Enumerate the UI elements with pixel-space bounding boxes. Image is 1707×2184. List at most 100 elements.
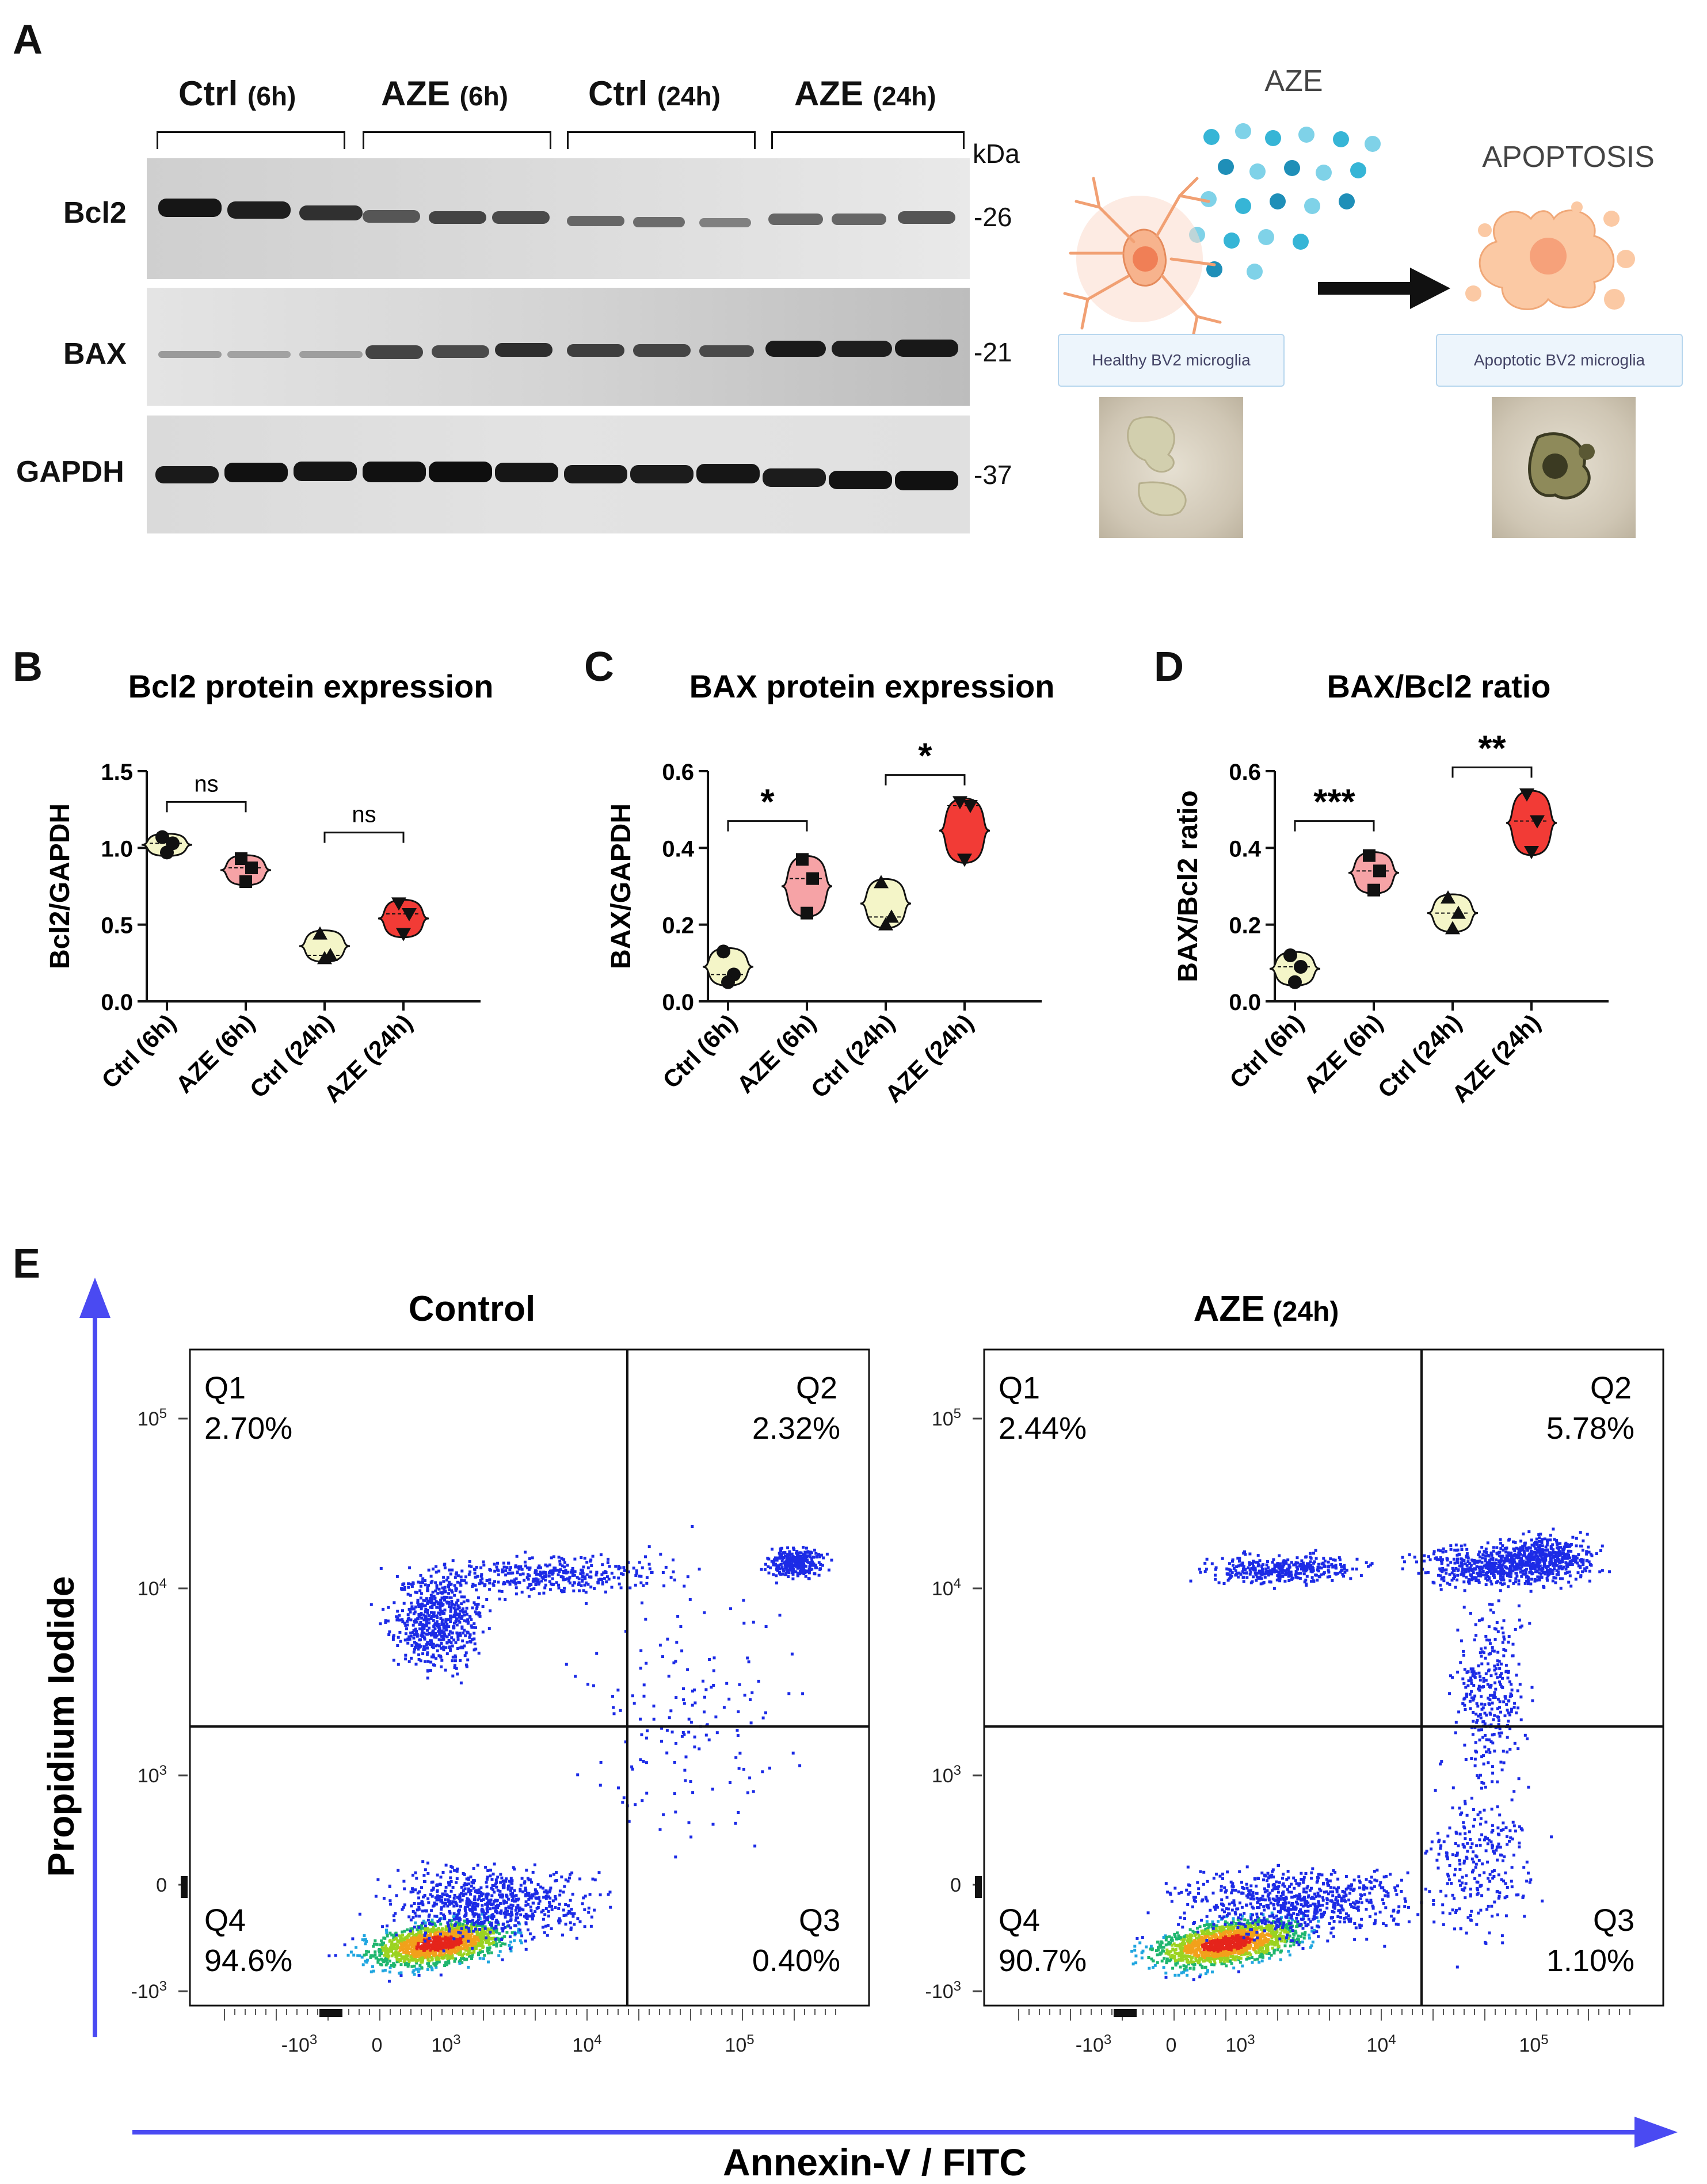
apoptotic-microglia-illustration	[1465, 201, 1635, 310]
y-tick-label: 0.4	[1229, 836, 1261, 862]
data-point	[155, 830, 169, 844]
y-axis-label: BAX/Bcl2 ratio	[1173, 790, 1203, 982]
data-point	[1367, 883, 1380, 897]
quadrant-percent: 5.78%	[1546, 1411, 1634, 1446]
blot-label-bax: BAX	[63, 337, 127, 371]
chart-title: BAX protein expression	[689, 668, 1055, 704]
blot-strip-gapdh	[147, 416, 970, 533]
arrow-icon	[1318, 268, 1450, 309]
y-tick-label: 0.6	[662, 760, 694, 785]
quadrant-percent: 94.6%	[204, 1943, 292, 1978]
blot-group-aze-24h: AZE (24h)	[794, 74, 936, 113]
significance-bracket	[1294, 820, 1375, 832]
apoptosis-schematic: AZE APOPTOSIS	[1063, 64, 1655, 347]
schematic-outcome-label: APOPTOSIS	[1482, 140, 1655, 174]
healthy-cell-label: Healthy BV2 microglia	[1058, 334, 1285, 387]
y-tick-label: 0.0	[662, 990, 694, 1015]
quadrant-percent: 90.7%	[999, 1943, 1087, 1978]
quadrant-name: Q2	[1590, 1371, 1632, 1405]
axis-scale-block	[975, 1876, 982, 1898]
y-axis-label: Propidium Iodide	[40, 1576, 82, 1877]
data-point	[313, 926, 327, 940]
y-tick-label: 0.6	[1229, 760, 1261, 785]
x-axis-label: Annexin-V / FITC	[723, 2141, 1027, 2183]
data-point	[1363, 849, 1375, 862]
flow-cytometry-figure: Propidium Iodide Annexin-V / FITC Control Q…	[40, 1278, 1678, 2183]
axis-scale-block	[1114, 2009, 1137, 2017]
kda-marker-gapdh: -37	[974, 460, 1012, 490]
quadrant-name: Q4	[999, 1903, 1040, 1938]
quadrant-percent: 2.44%	[999, 1411, 1087, 1446]
x-tick-label: -103	[1076, 2032, 1112, 2057]
schematic-treatment-label: AZE	[1264, 64, 1323, 98]
y-tick-label: 0	[156, 1874, 167, 1896]
data-point	[717, 944, 730, 959]
y-axis-arrowhead	[79, 1278, 111, 1318]
significance-bracket	[166, 801, 247, 813]
plot-frame	[189, 1348, 870, 2007]
data-point	[806, 872, 819, 885]
x-tick-label: 103	[1225, 2032, 1255, 2057]
data-point	[1288, 975, 1302, 989]
significance-label: *	[760, 783, 775, 822]
x-tick-label: 105	[725, 2032, 754, 2057]
significance-bracket	[323, 832, 405, 843]
quadrant-name: Q2	[796, 1371, 837, 1405]
data-point	[796, 853, 809, 866]
data-point	[1441, 890, 1455, 904]
healthy-microglia-illustration	[1063, 177, 1222, 347]
blot-bracket	[771, 131, 965, 149]
significance-label: ns	[352, 802, 376, 828]
violin-body	[1506, 790, 1557, 856]
y-tick-label: 1.0	[101, 836, 133, 862]
blot-group-ctrl-6h: Ctrl (6h)	[178, 74, 296, 113]
data-point	[874, 875, 889, 889]
data-point	[1519, 788, 1534, 802]
blot-bracket	[567, 131, 756, 149]
y-tick-label: 0.0	[1229, 990, 1261, 1015]
data-point	[245, 862, 258, 874]
x-tick-label: 0	[372, 2034, 383, 2056]
quadrant-name: Q1	[999, 1371, 1040, 1405]
blot-group-ctrl-24h: Ctrl (24h)	[588, 74, 721, 113]
y-tick-label: -103	[131, 1979, 167, 2003]
x-axis-arrowhead	[1634, 2117, 1678, 2148]
axis-scale-block	[181, 1876, 188, 1898]
significance-bracket	[885, 774, 966, 786]
quadrant-name: Q3	[1593, 1903, 1634, 1938]
data-point	[402, 908, 417, 921]
chart-bcl2-expression: Bcl2 protein expression Bcl2/GAPDH 0.0 0.5 1…	[45, 668, 493, 1108]
significance-label: ns	[194, 771, 218, 796]
violin-body	[939, 797, 990, 864]
data-point	[1445, 921, 1460, 935]
x-tick-label: 104	[1366, 2032, 1396, 2057]
apoptotic-cell-micrograph	[1492, 397, 1636, 538]
y-tick-label: 105	[138, 1406, 167, 1431]
quadrant-percent: 2.32%	[752, 1411, 840, 1446]
apoptotic-cell-label: Apoptotic BV2 microglia	[1436, 334, 1683, 387]
y-tick-label: 0.4	[662, 836, 694, 862]
significance-label: ***	[1313, 783, 1355, 822]
y-tick-label: 0	[950, 1874, 961, 1896]
panel-label-e: E	[13, 1241, 41, 1287]
kda-unit: kDa	[973, 139, 1020, 169]
kda-marker-bcl2: -26	[974, 202, 1012, 232]
data-point	[957, 853, 972, 867]
data-point	[391, 897, 406, 911]
data-point	[1294, 960, 1308, 974]
blot-bracket	[363, 131, 551, 149]
drug-dots	[1189, 123, 1381, 280]
x-tick-label: 103	[431, 2032, 460, 2057]
plot-title: AZE (24h)	[1194, 1289, 1339, 1329]
significance-bracket	[727, 820, 808, 832]
quadrant-percent: 2.70%	[204, 1411, 292, 1446]
axis-scale-block	[319, 2009, 342, 2017]
data-point	[721, 975, 735, 989]
quadrant-percent: 1.10%	[1546, 1943, 1634, 1978]
data-point	[1530, 815, 1545, 829]
y-tick-label: 104	[138, 1576, 167, 1600]
blot-label-gapdh: GAPDH	[16, 455, 124, 489]
y-tick-label: 0.0	[101, 990, 133, 1015]
data-point	[1373, 864, 1386, 878]
x-tick-label: Ctrl (6h)	[96, 1009, 181, 1093]
